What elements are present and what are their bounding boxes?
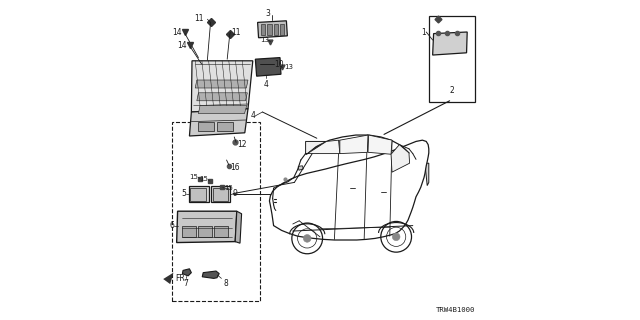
Polygon shape [189, 109, 248, 136]
Bar [280, 24, 285, 35]
Text: 13: 13 [284, 64, 293, 69]
Bar [172, 122, 260, 301]
Text: 6: 6 [170, 221, 174, 230]
Text: 8: 8 [223, 279, 228, 288]
Text: 3: 3 [266, 9, 271, 18]
Polygon shape [236, 211, 242, 243]
Text: 4: 4 [263, 80, 268, 89]
Bar [217, 122, 233, 131]
Polygon shape [177, 211, 237, 243]
Polygon shape [258, 21, 287, 38]
Bar [214, 226, 228, 237]
Polygon shape [163, 273, 173, 284]
Polygon shape [195, 80, 248, 88]
Text: 12: 12 [237, 140, 247, 148]
Text: TRW4B1000: TRW4B1000 [436, 307, 475, 313]
Text: 15: 15 [224, 185, 233, 191]
Text: 7: 7 [184, 279, 189, 288]
Bar [211, 186, 230, 202]
Polygon shape [340, 135, 368, 154]
Text: 4: 4 [250, 111, 255, 120]
Text: 2: 2 [449, 86, 454, 95]
Text: 1: 1 [421, 28, 426, 36]
Text: 15: 15 [199, 176, 208, 182]
Polygon shape [191, 61, 253, 112]
Bar [182, 226, 196, 237]
Text: 9: 9 [233, 189, 238, 198]
Polygon shape [269, 140, 429, 240]
Text: 11: 11 [232, 28, 241, 36]
Text: 15: 15 [189, 174, 198, 180]
Bar [429, 16, 476, 102]
Polygon shape [306, 140, 340, 154]
Polygon shape [182, 269, 191, 276]
Bar [274, 24, 278, 35]
Text: 14: 14 [172, 28, 182, 36]
Bar [212, 188, 228, 201]
Bar [198, 122, 214, 131]
Polygon shape [391, 145, 410, 172]
Polygon shape [255, 58, 281, 76]
Polygon shape [368, 135, 392, 154]
Text: 10: 10 [275, 60, 284, 68]
Polygon shape [197, 93, 248, 101]
Text: 13: 13 [260, 37, 269, 43]
Bar [261, 24, 266, 35]
Bar [198, 226, 212, 237]
Bar [268, 24, 272, 35]
Polygon shape [425, 163, 429, 186]
Text: 11: 11 [195, 14, 204, 23]
Polygon shape [202, 271, 219, 278]
Text: 16: 16 [230, 163, 240, 172]
Bar [189, 186, 209, 202]
Circle shape [392, 233, 400, 241]
Polygon shape [306, 141, 326, 154]
Text: FR.: FR. [175, 274, 188, 283]
Bar [191, 188, 206, 201]
Circle shape [303, 235, 311, 242]
Polygon shape [198, 106, 247, 114]
Polygon shape [298, 166, 303, 170]
Text: 5: 5 [181, 189, 186, 198]
Polygon shape [433, 32, 467, 55]
Text: 14: 14 [177, 41, 187, 50]
